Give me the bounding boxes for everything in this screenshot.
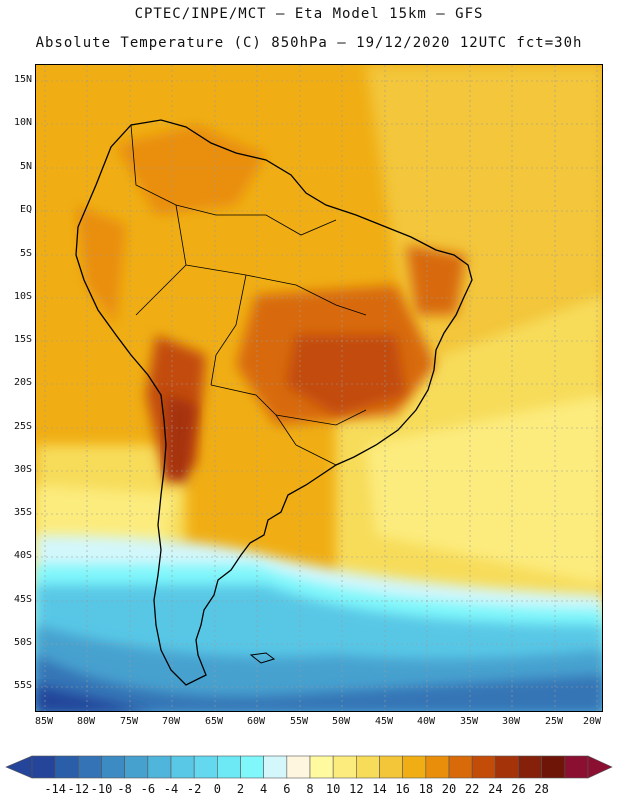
colorbar-cell (171, 756, 194, 778)
lat-label: 10N (6, 117, 32, 128)
colorbar-cell (403, 756, 426, 778)
colorbar-cell (380, 756, 403, 778)
colorbar-cell (333, 756, 356, 778)
map-title-line2: Absolute Temperature (C) 850hPa – 19/12/… (0, 35, 618, 51)
colorbar-cell (449, 756, 472, 778)
colorbar-tick-label: -2 (181, 782, 207, 796)
colorbar-tick-label: -4 (158, 782, 184, 796)
colorbar-tick-label: -6 (135, 782, 161, 796)
lat-label: 35S (6, 507, 32, 518)
colorbar-tick-label: 8 (297, 782, 323, 796)
colorbar-cell (148, 756, 171, 778)
lat-label: 30S (6, 464, 32, 475)
temperature-map-graphic (36, 65, 603, 712)
colorbar-cell (542, 756, 565, 778)
colorbar-tick-label: 6 (274, 782, 300, 796)
colorbar-under-arrow (6, 756, 32, 778)
colorbar-tick-label: 22 (459, 782, 485, 796)
colorbar-cell (426, 756, 449, 778)
lon-label: 85W (29, 716, 59, 727)
colorbar-cell (32, 756, 55, 778)
colorbar-tick-label: -8 (112, 782, 138, 796)
colorbar-tick-label: -10 (89, 782, 115, 796)
lat-label: 5N (6, 161, 32, 172)
colorbar-tick-label: 16 (390, 782, 416, 796)
colorbar-tick-label: 2 (228, 782, 254, 796)
colorbar-tick-label: 4 (251, 782, 277, 796)
colorbar-cell (356, 756, 379, 778)
lon-label: 20W (577, 716, 607, 727)
colorbar-cell (287, 756, 310, 778)
colorbar-cell (125, 756, 148, 778)
colorbar-cell (55, 756, 78, 778)
lon-label: 50W (326, 716, 356, 727)
lat-label: 55S (6, 680, 32, 691)
lat-label: 50S (6, 637, 32, 648)
colorbar-cell (194, 756, 217, 778)
colorbar-cell (472, 756, 495, 778)
colorbar-cell (495, 756, 518, 778)
colorbar-cell (102, 756, 125, 778)
lon-label: 30W (496, 716, 526, 727)
colorbar-cell (241, 756, 264, 778)
temperature-map (35, 64, 603, 712)
lat-label: 15S (6, 334, 32, 345)
colorbar-tick-label: 0 (204, 782, 230, 796)
lon-label: 65W (199, 716, 229, 727)
colorbar-tick-label: 14 (367, 782, 393, 796)
lat-label: 20S (6, 377, 32, 388)
lat-label: 45S (6, 594, 32, 605)
lat-label: 25S (6, 421, 32, 432)
lat-label: 10S (6, 291, 32, 302)
lon-label: 75W (114, 716, 144, 727)
lat-label: 40S (6, 550, 32, 561)
colorbar-tick-label: 12 (343, 782, 369, 796)
colorbar-tick-label: 24 (482, 782, 508, 796)
lon-label: 55W (284, 716, 314, 727)
lon-label: 40W (411, 716, 441, 727)
lon-label: 25W (539, 716, 569, 727)
colorbar-tick-label: 20 (436, 782, 462, 796)
colorbar-cell (217, 756, 240, 778)
lon-label: 60W (241, 716, 271, 727)
colorbar-cell (264, 756, 287, 778)
colorbar-cell (519, 756, 542, 778)
lon-label: 80W (71, 716, 101, 727)
lat-label: EQ (6, 204, 32, 215)
colorbar-tick-label: -12 (65, 782, 91, 796)
colorbar-tick-label: 26 (506, 782, 532, 796)
lon-label: 45W (369, 716, 399, 727)
map-title-line1: CPTEC/INPE/MCT – Eta Model 15km – GFS (0, 6, 618, 22)
lon-label: 35W (454, 716, 484, 727)
colorbar-cell (78, 756, 101, 778)
lat-label: 15N (6, 74, 32, 85)
colorbar-tick-label: 28 (529, 782, 555, 796)
colorbar-tick-label: 18 (413, 782, 439, 796)
colorbar-over-arrow (588, 756, 612, 778)
lat-label: 5S (6, 248, 32, 259)
colorbar-tick-label: 10 (320, 782, 346, 796)
colorbar-cell (310, 756, 333, 778)
colorbar-cell (565, 756, 588, 778)
lon-label: 70W (156, 716, 186, 727)
colorbar-tick-label: -14 (42, 782, 68, 796)
